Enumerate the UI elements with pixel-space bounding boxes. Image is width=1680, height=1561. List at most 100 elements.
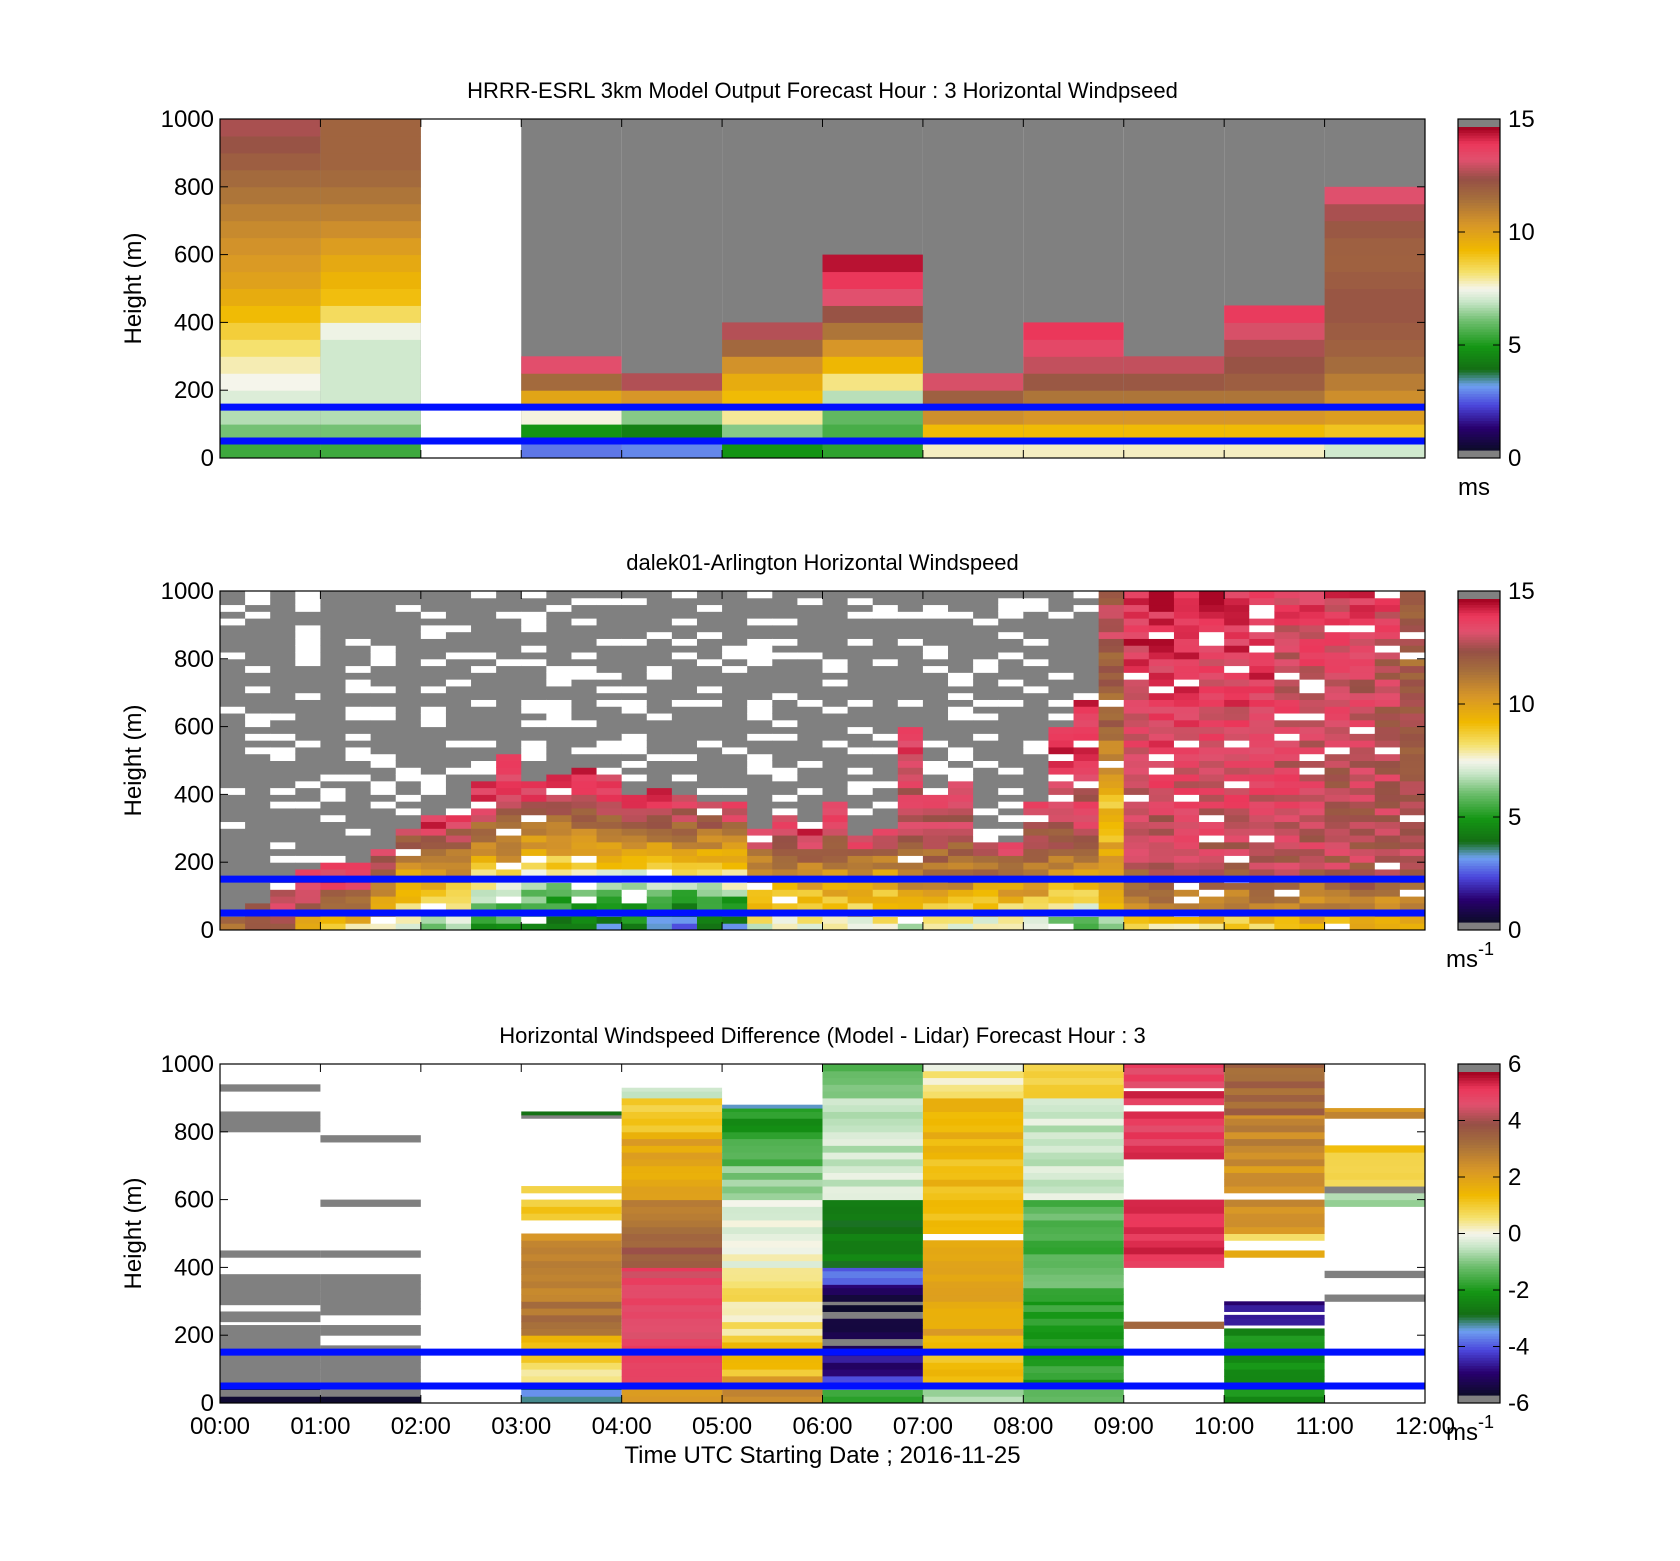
heatmap-cell (1073, 780, 1100, 789)
heatmap-cell (948, 645, 974, 653)
heatmap-cell (220, 862, 246, 870)
colorbar-swatch (1458, 371, 1500, 376)
heatmap-cell (270, 597, 296, 606)
heatmap-cell (772, 685, 798, 694)
heatmap-cell (922, 1104, 1024, 1112)
heatmap-cell (220, 713, 246, 721)
heatmap-cell (1023, 855, 1049, 863)
heatmap-cell (320, 706, 347, 714)
heatmap-cell (1374, 753, 1401, 761)
heatmap-cell (922, 746, 949, 755)
heatmap-cell (546, 658, 572, 667)
heatmap-cell (948, 618, 974, 626)
heatmap-cell (370, 713, 397, 721)
heatmap-cell (1374, 672, 1401, 680)
heatmap-cell (395, 746, 422, 755)
heatmap-cell (696, 753, 723, 761)
heatmap-cell (1023, 1389, 1124, 1397)
heatmap-cell (445, 848, 472, 856)
heatmap-cell (320, 1325, 421, 1329)
heatmap-cell (1023, 733, 1049, 741)
heatmap-cell (998, 882, 1024, 890)
heatmap-cell (1123, 706, 1150, 714)
heatmap-cell (772, 848, 798, 856)
heatmap-cell (671, 760, 698, 768)
heatmap-cell (1123, 356, 1225, 374)
colorbar-swatch (1458, 1365, 1500, 1369)
heatmap-cell (445, 814, 472, 823)
heatmap-cell (897, 692, 924, 700)
heatmap-cell (897, 841, 924, 850)
colorbar-swatch (1458, 663, 1500, 667)
y-axis-label: Height (m) (120, 232, 147, 344)
colorbar-swatch (1458, 612, 1500, 616)
heatmap-cell (596, 692, 623, 700)
heatmap-cell (1274, 794, 1300, 802)
heatmap-cell (922, 1240, 1024, 1248)
heatmap-cell (471, 923, 497, 931)
heatmap-cell (295, 841, 321, 850)
colorbar-swatch (1458, 213, 1500, 217)
heatmap-cell (872, 652, 899, 660)
heatmap-cell (521, 1274, 622, 1282)
heatmap-cell (872, 767, 899, 775)
heatmap-cell (722, 760, 748, 768)
heatmap-cell (420, 882, 447, 890)
heatmap-cell (621, 787, 648, 795)
heatmap-cell (747, 760, 773, 768)
heatmap-cell (1299, 726, 1326, 734)
heatmap-cell (521, 1280, 622, 1289)
heatmap-cell (922, 889, 949, 897)
heatmap-cell (1399, 685, 1426, 694)
heatmap-cell (897, 631, 924, 639)
heatmap-cell (1098, 868, 1125, 877)
heatmap-cell (1249, 604, 1275, 612)
heatmap-cell (445, 753, 472, 761)
heatmap-cell (521, 868, 547, 877)
heatmap-cell (1249, 923, 1275, 931)
heatmap-cell (747, 787, 773, 795)
heatmap-cell (922, 1341, 1024, 1350)
x-tick-label: 10:00 (1194, 1413, 1254, 1440)
heatmap-cell (822, 618, 849, 626)
heatmap-cell (1173, 685, 1200, 694)
heatmap-cell (872, 638, 899, 646)
heatmap-cell (1374, 760, 1401, 768)
colorbar-swatch (1458, 628, 1500, 632)
heatmap-cell (521, 356, 622, 374)
heatmap-cell (772, 658, 798, 667)
heatmap-cell (897, 916, 924, 924)
heatmap-cell (546, 835, 572, 843)
heatmap-cell (245, 645, 271, 653)
heatmap-cell (1023, 774, 1049, 782)
heatmap-cell (872, 794, 899, 802)
heatmap-cell (521, 1233, 622, 1241)
colorbar-swatch (1458, 215, 1500, 220)
heatmap-cell (1048, 882, 1075, 890)
heatmap-cell (220, 679, 246, 687)
heatmap-cell (345, 821, 372, 829)
heatmap-cell (747, 835, 773, 843)
colorbar-swatch (1458, 1308, 1500, 1313)
heatmap-cell (546, 916, 572, 924)
heatmap-cell (1123, 794, 1150, 802)
heatmap-cell (897, 672, 924, 680)
colorbar-swatch (1458, 703, 1500, 708)
heatmap-cell (1349, 902, 1376, 911)
heatmap-cell (872, 665, 899, 673)
heatmap-cell (1324, 753, 1351, 761)
heatmap-cell (1299, 916, 1326, 924)
heatmap-cell (596, 624, 623, 633)
heatmap-cell (822, 288, 923, 306)
heatmap-cell (621, 1192, 723, 1201)
heatmap-cell (345, 631, 372, 639)
heatmap-cell (270, 672, 296, 680)
heatmap-cell (1123, 1064, 1225, 1068)
heatmap-cell (973, 652, 999, 660)
heatmap-cell (1249, 835, 1275, 843)
heatmap-cell (671, 631, 698, 639)
colorbar-swatch (1458, 1327, 1500, 1331)
heatmap-cell (1349, 821, 1376, 829)
heatmap-cell (1374, 591, 1401, 599)
heatmap-cell (646, 679, 673, 687)
